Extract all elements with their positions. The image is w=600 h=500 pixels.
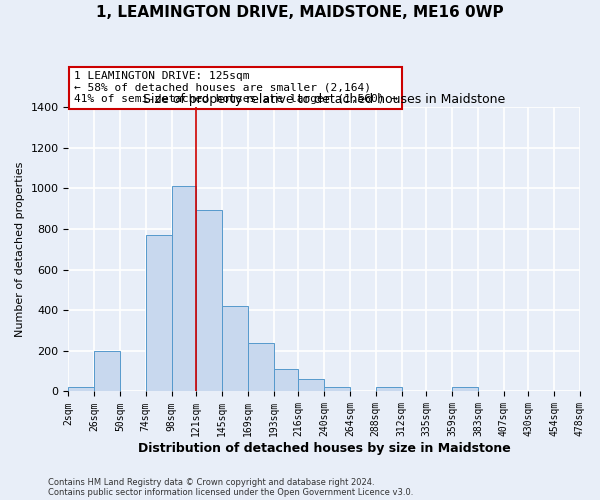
Bar xyxy=(94,351,120,392)
Text: 1, LEAMINGTON DRIVE, MAIDSTONE, ME16 0WP: 1, LEAMINGTON DRIVE, MAIDSTONE, ME16 0WP xyxy=(96,5,504,20)
Text: 1 LEAMINGTON DRIVE: 125sqm
← 58% of detached houses are smaller (2,164)
41% of s: 1 LEAMINGTON DRIVE: 125sqm ← 58% of deta… xyxy=(74,71,398,104)
X-axis label: Distribution of detached houses by size in Maidstone: Distribution of detached houses by size … xyxy=(138,442,511,455)
Bar xyxy=(376,388,401,392)
Bar xyxy=(452,388,478,392)
Bar xyxy=(298,380,324,392)
Bar xyxy=(196,210,222,392)
Y-axis label: Number of detached properties: Number of detached properties xyxy=(15,162,25,337)
Bar xyxy=(172,186,196,392)
Bar xyxy=(222,306,248,392)
Bar xyxy=(274,369,298,392)
Bar xyxy=(248,342,274,392)
Bar xyxy=(68,388,94,392)
Bar xyxy=(146,235,172,392)
Text: Contains HM Land Registry data © Crown copyright and database right 2024.
Contai: Contains HM Land Registry data © Crown c… xyxy=(48,478,413,497)
Title: Size of property relative to detached houses in Maidstone: Size of property relative to detached ho… xyxy=(143,93,505,106)
Bar xyxy=(324,388,350,392)
